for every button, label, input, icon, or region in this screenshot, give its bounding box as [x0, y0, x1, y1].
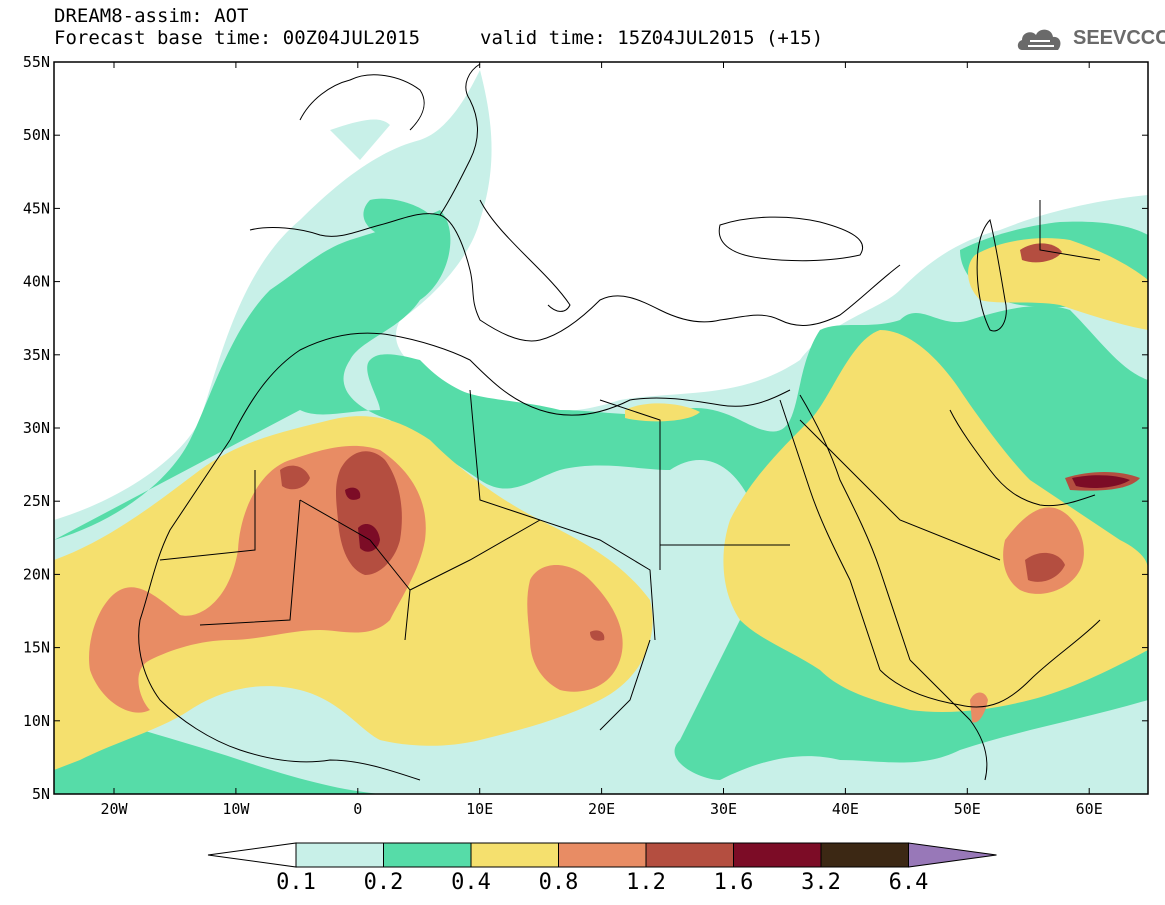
lat-label: 35N: [23, 346, 50, 364]
lat-label: 15N: [23, 639, 50, 657]
lon-label: 10W: [222, 800, 250, 818]
aot-field: [54, 62, 1148, 794]
lat-label: 45N: [23, 199, 50, 217]
lat-label: 20N: [23, 565, 50, 583]
lon-label: 20E: [588, 800, 615, 818]
lat-label: 25N: [23, 492, 50, 510]
colorbar-label: 0.1: [276, 870, 316, 895]
lon-label: 0: [353, 800, 362, 818]
lat-label: 50N: [23, 126, 50, 144]
colorbar-swatch: [558, 842, 647, 868]
coastlines: [138, 63, 1101, 781]
cloud-icon: [1017, 29, 1061, 50]
colorbar-label: 1.2: [626, 870, 666, 895]
colorbar-swatch: [645, 842, 734, 868]
lon-label: 60E: [1076, 800, 1103, 818]
colorbar-label: 0.2: [364, 870, 404, 895]
colorbar-label: 1.6: [714, 870, 754, 895]
lon-label: 10E: [466, 800, 493, 818]
forecast-base-time: Forecast base time: 00Z04JUL2015: [54, 27, 421, 49]
lat-label: 5N: [32, 785, 50, 803]
colorbar-over-triangle: [908, 842, 997, 868]
colorbar-label: 6.4: [889, 870, 929, 895]
lon-label: 20W: [100, 800, 128, 818]
lat-label: 40N: [23, 273, 50, 291]
lat-label: 30N: [23, 419, 50, 437]
colorbar: 0.1 0.2 0.4 0.8 1.2 1.6 3.2 6.4: [207, 842, 997, 895]
lat-label: 55N: [23, 53, 50, 71]
colorbar-swatch: [470, 842, 559, 868]
lon-label: 50E: [954, 800, 981, 818]
lat-label: 10N: [23, 712, 50, 730]
colorbar-swatch: [383, 842, 472, 868]
colorbar-label: 0.8: [539, 870, 579, 895]
colorbar-label: 0.4: [451, 870, 491, 895]
colorbar-label: 3.2: [801, 870, 841, 895]
logo-text: SEEVCCC: [1073, 27, 1165, 49]
chart-title: DREAM8-assim: AOT: [54, 5, 249, 27]
lon-label: 40E: [832, 800, 859, 818]
lon-label: 30E: [710, 800, 737, 818]
valid-time: valid time: 15Z04JUL2015 (+15): [480, 27, 824, 49]
aot-level-1-6: [345, 475, 1130, 552]
colorbar-swatch: [733, 842, 822, 868]
colorbar-swatch: [295, 842, 384, 868]
colorbar-under-triangle: [207, 842, 297, 868]
axis-ticks: 55N 50N 45N 40N 35N 30N 25N 20N 15N 10N 5N 20W 10W 0 1…: [23, 53, 1148, 818]
colorbar-swatch: [820, 842, 909, 868]
